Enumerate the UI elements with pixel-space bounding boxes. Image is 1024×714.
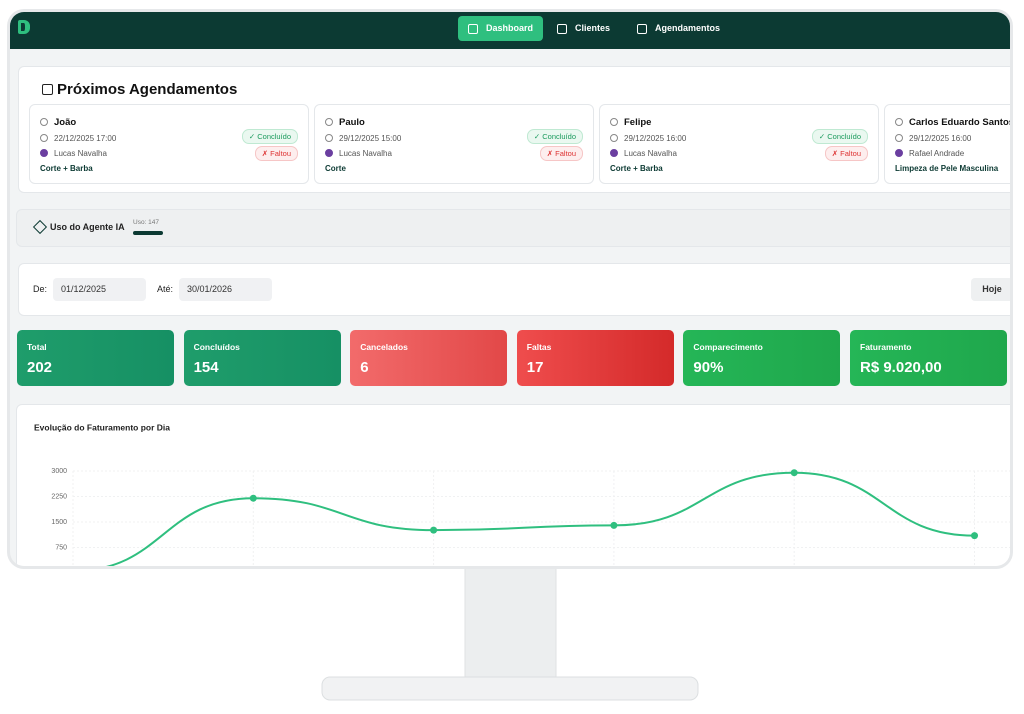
kpi-value: 90% (693, 359, 724, 376)
barber-name: Lucas Navalha (624, 149, 677, 158)
appointment-time: 29/12/2025 16:00 (909, 134, 972, 143)
status-badge[interactable]: ✗ Faltou (824, 146, 868, 161)
barber-icon (610, 149, 618, 157)
data-point (971, 532, 978, 540)
service-name: Corte (325, 164, 346, 173)
y-tick-label: 3000 (51, 468, 67, 475)
kpi-label: Faturamento (860, 342, 912, 352)
status-badge[interactable]: ✓ Concluído (811, 129, 868, 144)
appointment-card[interactable]: Felipe 29/12/2025 16:00 Lucas Navalha Corte… (599, 104, 879, 184)
status-badge[interactable]: ✗ Faltou (539, 146, 583, 161)
status-badge[interactable]: ✗ Faltou (254, 146, 298, 161)
nav-item[interactable]: Dashboard (458, 16, 544, 41)
data-point (430, 526, 438, 534)
appointment-time: 22/12/2025 17:00 (54, 134, 117, 143)
kpi-card: Faturamento R$ 9.020,00 (850, 330, 1007, 386)
agent-icon (32, 219, 48, 235)
data-point (790, 469, 798, 477)
to-date[interactable]: 30/01/2026 (179, 278, 272, 301)
chart-title: Evolução do Faturamento por Dia (34, 422, 170, 432)
barber-name: Rafael Andrade (909, 149, 965, 158)
appointment-card[interactable]: Carlos Eduardo Santos 29/12/2025 16:00 Raf… (884, 104, 1010, 184)
client-name: Felipe (624, 117, 652, 128)
kpi-value: R$ 9.020,00 (860, 359, 942, 376)
from-date[interactable]: 01/12/2025 (53, 278, 146, 301)
user-icon (895, 118, 903, 126)
nav-item[interactable]: Clientes (547, 16, 620, 41)
client-name: João (54, 117, 77, 128)
today-button[interactable]: Hoje (971, 278, 1010, 301)
status-badge[interactable]: ✓ Concluído (526, 129, 583, 144)
kpi-card: Total 202 (17, 330, 174, 386)
agent-usage: Uso: 147 (133, 219, 160, 226)
status-badge[interactable]: ✓ Concluído (241, 129, 298, 144)
kpi-card: Faltas 17 (516, 330, 674, 386)
y-tick-label: 2250 (51, 493, 67, 500)
kpi-value: 17 (526, 359, 544, 376)
client-name: Paulo (339, 117, 365, 128)
barber-name: Lucas Navalha (339, 149, 392, 158)
chart: Evolução do Faturamento por Dia 07501500… (34, 422, 1010, 566)
service-name: Corte + Barba (40, 164, 93, 173)
upcoming-panel: Próximos Agendamentos João 22/12/2025 17:… (18, 66, 1010, 193)
user-icon (610, 118, 618, 126)
kpi-label: Comparecimento (693, 342, 763, 352)
appointment-time: 29/12/2025 16:00 (624, 134, 687, 143)
logo[interactable] (18, 20, 30, 34)
kpi-value: 202 (27, 359, 53, 376)
from-label: De: (33, 284, 48, 294)
nav-item[interactable]: Agendamentos (627, 16, 730, 41)
stand-base (321, 676, 699, 701)
clock-icon (610, 134, 618, 142)
kpi-value: 6 (360, 359, 369, 376)
appointment-time: 29/12/2025 15:00 (339, 134, 402, 143)
clock-icon (895, 134, 903, 142)
chart-panel: Evolução do Faturamento por Dia 0 750 1500… (16, 404, 1010, 566)
agent-label: Uso do Agente IA (50, 222, 125, 232)
barber-name: Lucas Navalha (54, 149, 107, 158)
service-name: Limpeza de Pele Masculina (895, 164, 999, 173)
y-tick-label: 1500 (51, 519, 67, 526)
kpi-label: Concluídos (193, 342, 240, 352)
kpi-label: Cancelados (360, 342, 408, 352)
agent-bar[interactable]: Uso do Agente IA Uso: 147 (16, 209, 1010, 247)
kpi-label: Total (27, 342, 47, 352)
filter-panel: De: 01/12/2025 Até: 30/01/2026 Hoje (18, 263, 1010, 316)
kpi-label: Faltas (526, 342, 552, 352)
user-icon (325, 118, 333, 126)
clock-icon (325, 134, 333, 142)
barber-icon (895, 149, 903, 157)
data-point (249, 494, 257, 502)
screen: Dashboard Clientes Agendamentos Próximos A… (10, 12, 1010, 566)
user-icon (40, 118, 48, 126)
barber-icon (40, 149, 48, 157)
kpi-card: Cancelados 6 (350, 330, 508, 386)
clock-icon (40, 134, 48, 142)
panel-title: Próximos Agendamentos (57, 81, 238, 98)
barber-icon (325, 149, 333, 157)
service-name: Corte + Barba (610, 164, 663, 173)
kpi-card: Concluídos 154 (183, 330, 341, 386)
stand-neck (464, 559, 557, 689)
appointment-card[interactable]: João 22/12/2025 17:00 Lucas Navalha Corte +… (29, 104, 309, 184)
kpi-card: Comparecimento 90% (683, 330, 841, 386)
navbar: Dashboard Clientes Agendamentos (10, 12, 1010, 49)
data-point (610, 521, 618, 529)
y-tick-label: 750 (55, 544, 67, 551)
usage-bar (133, 231, 163, 235)
appointment-card[interactable]: Paulo 29/12/2025 15:00 Lucas Navalha Corte ✓… (314, 104, 594, 184)
client-name: Carlos Eduardo Santos (909, 117, 1010, 128)
revenue-line (105, 471, 975, 566)
to-label: Até: (157, 284, 174, 294)
kpi-value: 154 (193, 359, 219, 376)
calendar-icon (42, 84, 53, 95)
